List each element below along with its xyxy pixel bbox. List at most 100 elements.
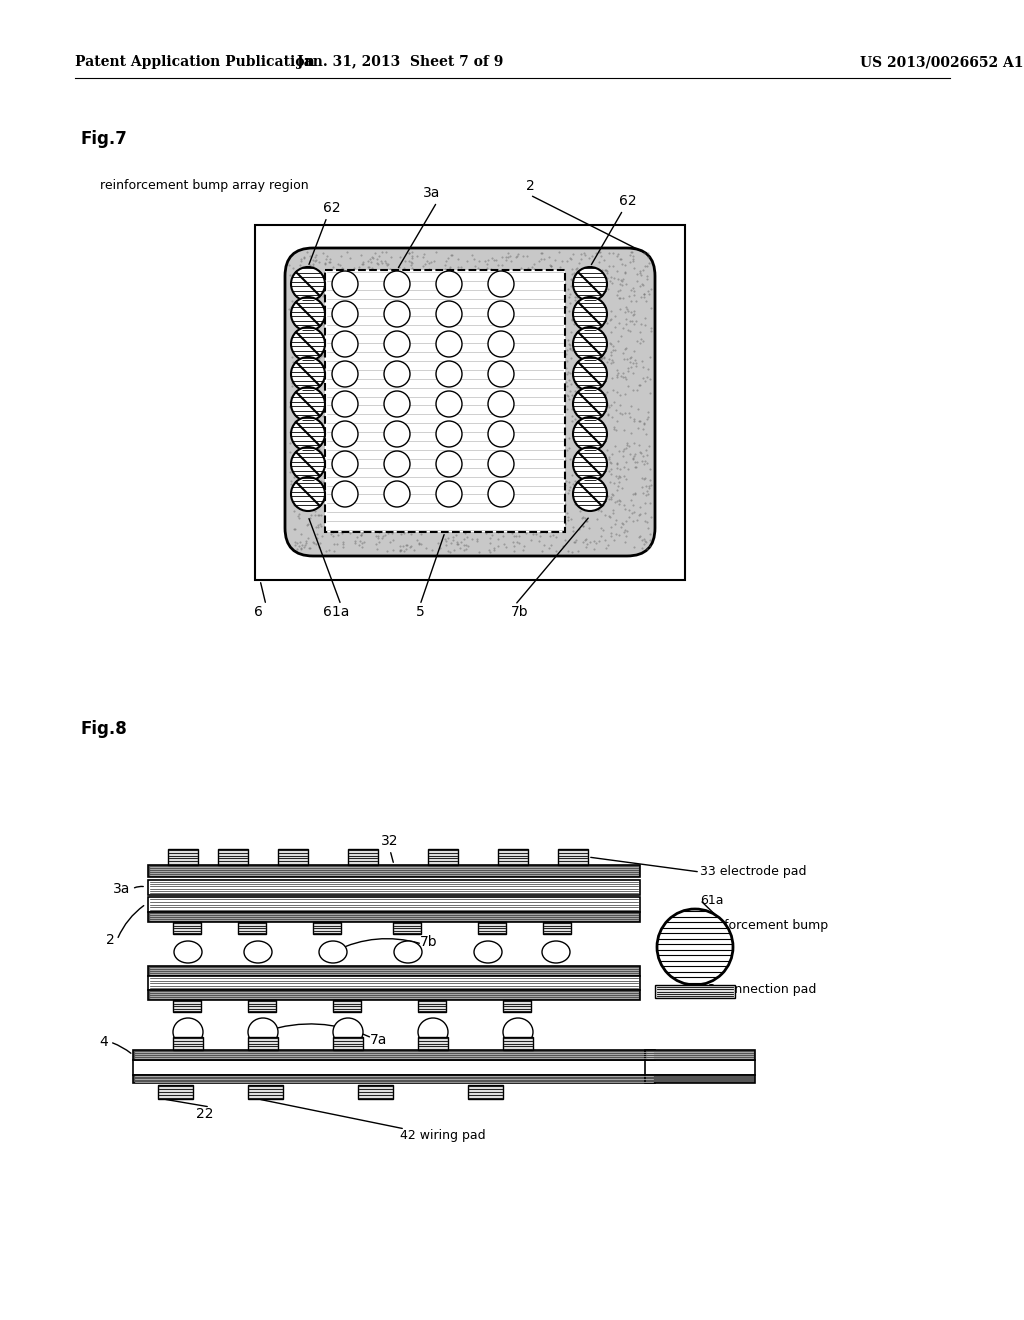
Circle shape <box>436 451 462 477</box>
Ellipse shape <box>248 1018 278 1045</box>
Circle shape <box>384 271 410 297</box>
Circle shape <box>384 451 410 477</box>
Circle shape <box>573 417 607 451</box>
Text: 3a: 3a <box>423 186 440 201</box>
Circle shape <box>384 391 410 417</box>
Bar <box>428 849 458 865</box>
Circle shape <box>573 327 607 360</box>
Circle shape <box>573 356 607 391</box>
Bar <box>325 271 565 532</box>
Ellipse shape <box>542 941 570 964</box>
Text: Jan. 31, 2013  Sheet 7 of 9: Jan. 31, 2013 Sheet 7 of 9 <box>297 55 503 69</box>
Circle shape <box>332 301 358 327</box>
Bar <box>478 921 506 935</box>
Circle shape <box>384 360 410 387</box>
Bar <box>248 1001 276 1012</box>
Ellipse shape <box>244 941 272 964</box>
Bar <box>148 966 640 975</box>
Text: 62: 62 <box>620 194 637 209</box>
Text: Fig.7: Fig.7 <box>80 129 127 148</box>
Bar <box>133 1074 655 1082</box>
Circle shape <box>291 447 325 480</box>
Bar <box>168 849 198 865</box>
Circle shape <box>573 477 607 511</box>
Circle shape <box>573 447 607 480</box>
Text: 2: 2 <box>106 933 115 946</box>
Text: 61a: 61a <box>700 894 724 907</box>
Ellipse shape <box>503 1018 534 1045</box>
Bar <box>333 1038 362 1049</box>
Bar <box>148 990 640 1001</box>
Bar <box>148 912 640 921</box>
Circle shape <box>436 421 462 447</box>
Bar <box>248 1038 278 1049</box>
Circle shape <box>573 387 607 421</box>
Circle shape <box>488 421 514 447</box>
Circle shape <box>332 480 358 507</box>
Bar <box>503 1001 531 1012</box>
Bar <box>645 1049 755 1060</box>
Circle shape <box>436 360 462 387</box>
Text: 2: 2 <box>525 180 535 193</box>
Ellipse shape <box>333 1018 362 1045</box>
Bar <box>503 1038 534 1049</box>
Text: 7b: 7b <box>420 935 437 949</box>
Circle shape <box>488 271 514 297</box>
Ellipse shape <box>418 1018 449 1045</box>
Circle shape <box>291 327 325 360</box>
Text: 3a: 3a <box>113 882 130 896</box>
Bar <box>148 898 640 912</box>
Bar <box>393 921 421 935</box>
Text: 7a: 7a <box>370 1034 387 1047</box>
Circle shape <box>291 297 325 331</box>
Circle shape <box>488 360 514 387</box>
Bar <box>498 849 528 865</box>
Circle shape <box>488 451 514 477</box>
Circle shape <box>384 331 410 356</box>
Bar <box>218 849 248 865</box>
Bar <box>255 224 685 579</box>
Circle shape <box>332 331 358 356</box>
Text: US 2013/0026652 A1: US 2013/0026652 A1 <box>860 55 1024 69</box>
Text: 6: 6 <box>254 605 262 619</box>
Bar <box>278 849 308 865</box>
Circle shape <box>573 267 607 301</box>
Circle shape <box>291 387 325 421</box>
Bar <box>358 1085 393 1100</box>
Bar <box>173 1001 201 1012</box>
Bar <box>148 880 640 895</box>
Bar <box>313 921 341 935</box>
Text: 32: 32 <box>381 834 398 847</box>
Bar <box>418 1038 449 1049</box>
Text: 33 electrode pad: 33 electrode pad <box>700 866 807 879</box>
Ellipse shape <box>173 1018 203 1045</box>
Bar <box>348 849 378 865</box>
Text: 22: 22 <box>197 1107 214 1121</box>
Bar <box>645 1074 755 1082</box>
Bar <box>248 1085 283 1100</box>
Text: 5: 5 <box>416 605 424 619</box>
Circle shape <box>436 480 462 507</box>
Circle shape <box>488 331 514 356</box>
Circle shape <box>488 391 514 417</box>
Bar <box>418 1001 446 1012</box>
Text: 62: 62 <box>324 201 341 215</box>
Circle shape <box>291 356 325 391</box>
Bar <box>238 921 266 935</box>
Ellipse shape <box>394 941 422 964</box>
Circle shape <box>384 301 410 327</box>
Ellipse shape <box>174 941 202 964</box>
Circle shape <box>436 331 462 356</box>
Circle shape <box>488 301 514 327</box>
Bar <box>158 1085 193 1100</box>
Circle shape <box>436 271 462 297</box>
Circle shape <box>332 451 358 477</box>
Circle shape <box>291 477 325 511</box>
Circle shape <box>384 480 410 507</box>
Circle shape <box>488 480 514 507</box>
Circle shape <box>657 909 733 985</box>
Text: 43 connection pad: 43 connection pad <box>700 983 816 997</box>
Bar <box>133 1049 655 1060</box>
Bar <box>173 921 201 935</box>
Bar <box>148 975 640 990</box>
